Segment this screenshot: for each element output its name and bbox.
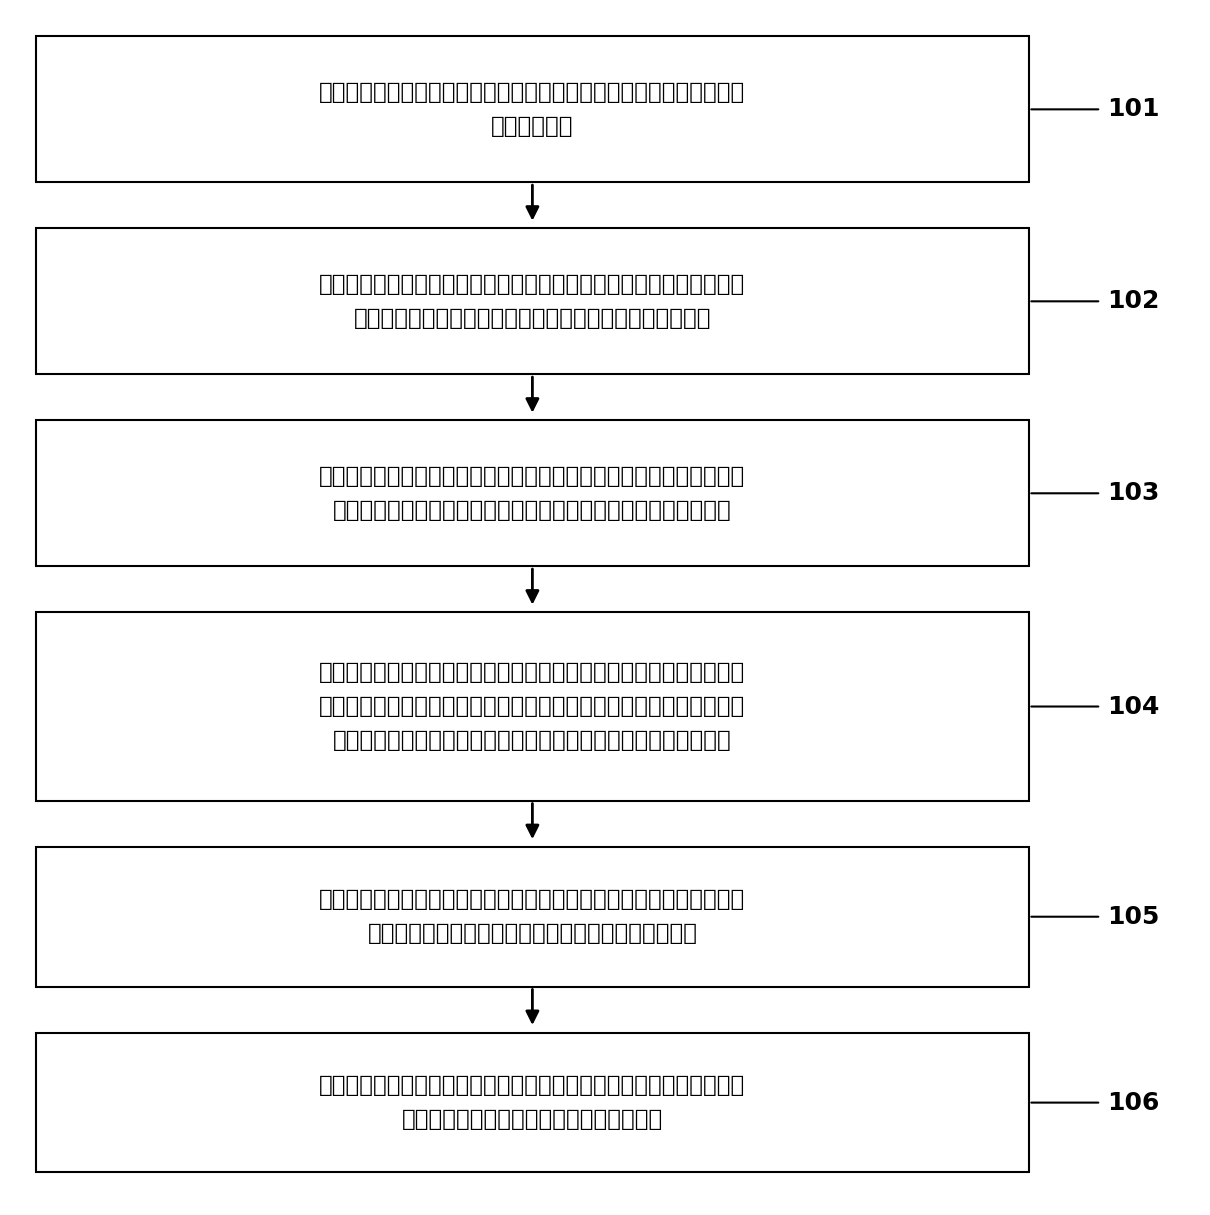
FancyBboxPatch shape	[36, 847, 1028, 987]
Text: 在天线罩坯体上缝合沿天线罩胚体厚度方向贯穿天线罩胚体的纤维线以
用于进一步增强相邻泡沫预制体单元之间连接的稳定性: 在天线罩坯体上缝合沿天线罩胚体厚度方向贯穿天线罩胚体的纤维线以 用于进一步增强相…	[319, 888, 745, 945]
Text: 利用压塑模具对平板泡沫单元分别进行压塑获得泡沫压塑单元，对泡沫
压塑单元周边进行加工获得呈多边形形状的泡沫预制体单元: 利用压塑模具对平板泡沫单元分别进行压塑获得泡沫压塑单元，对泡沫 压塑单元周边进行…	[319, 273, 745, 329]
FancyBboxPatch shape	[36, 1033, 1028, 1172]
Text: 103: 103	[1107, 481, 1159, 505]
Text: 105: 105	[1107, 905, 1159, 928]
Text: 102: 102	[1107, 289, 1159, 313]
FancyBboxPatch shape	[36, 36, 1028, 182]
Text: 按照对天线罩夹芯泡沫预制体的分块设计对泡沫平板进行切割获得多块
平板泡沫单元: 按照对天线罩夹芯泡沫预制体的分块设计对泡沫平板进行切割获得多块 平板泡沫单元	[319, 81, 745, 137]
Text: 104: 104	[1107, 695, 1159, 718]
FancyBboxPatch shape	[36, 612, 1028, 801]
Text: 101: 101	[1107, 97, 1159, 122]
Text: 106: 106	[1107, 1091, 1159, 1114]
Text: 在天线罩的内、外表面再次固化至少一层纤维布，随后对天线罩内、外
表面的纤维布进行打磨处理，即得到天线罩: 在天线罩的内、外表面再次固化至少一层纤维布，随后对天线罩内、外 表面的纤维布进行…	[319, 1074, 745, 1131]
Text: 向第一真空辅助层与第二真空辅助层之间真空导入树脂基透波胶体材料
并固化，使得第一纤维布、天线罩夹芯泡沫预制体、第二纤维布合为一
体，脱模后去除第一真空辅助层与第: 向第一真空辅助层与第二真空辅助层之间真空导入树脂基透波胶体材料 并固化，使得第一…	[319, 661, 745, 752]
Text: 在成型模具内依次铺设第一真空辅助层、多层第一纤维布、泡沫预制体
单元拼组形成的天线罩预制体、多层第二纤维布、第二真空辅助层: 在成型模具内依次铺设第一真空辅助层、多层第一纤维布、泡沫预制体 单元拼组形成的天…	[319, 465, 745, 521]
FancyBboxPatch shape	[36, 420, 1028, 566]
FancyBboxPatch shape	[36, 228, 1028, 374]
